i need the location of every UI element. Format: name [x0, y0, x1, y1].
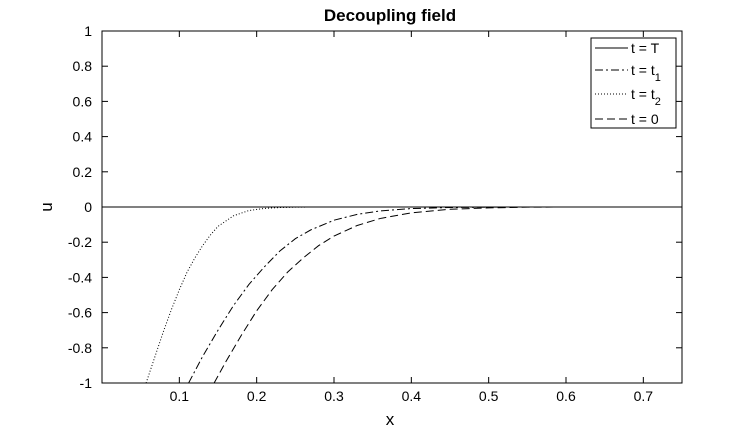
y-tick-label: 0.8: [73, 58, 93, 74]
y-axis-title: u: [37, 202, 56, 211]
x-tick-label: 0.6: [556, 388, 576, 404]
series-line-4: [213, 206, 567, 383]
y-tick-label: -1: [80, 375, 93, 391]
y-tick-label: 0: [84, 199, 92, 215]
legend-box: [590, 37, 677, 129]
y-tick-label: -0.6: [68, 305, 92, 321]
x-tick-label: 0.2: [247, 388, 267, 404]
y-tick-label: 0.2: [73, 164, 93, 180]
x-tick-label: 0.5: [479, 388, 499, 404]
series-line-2: [188, 206, 528, 383]
y-tick-label: -0.4: [68, 269, 92, 285]
legend-label-4: t = 0: [631, 111, 659, 127]
x-tick-label: 0.7: [634, 388, 654, 404]
y-tick-label: 0.6: [73, 93, 93, 109]
legend: t = Tt = t1t = t2t = 0: [590, 37, 677, 129]
x-tick-label: 0.3: [324, 388, 344, 404]
chart-title: Decoupling field: [324, 6, 456, 25]
y-tick-label: 0.4: [73, 129, 93, 145]
y-tick-label: -0.2: [68, 234, 92, 250]
y-tick-label: 1: [84, 23, 92, 39]
plot-area: 0.1 0.2 0.3 0.4 0.5 0.6 0.7 -1 -0.8 -0.6 -0.4 -0.2 0…: [68, 23, 683, 404]
x-tick-label: 0.4: [402, 388, 422, 404]
legend-label-1: t = T: [631, 40, 660, 56]
y-tick-label: -0.8: [68, 340, 92, 356]
x-axis-title: x: [386, 410, 395, 429]
x-tick-label: 0.1: [170, 388, 190, 404]
